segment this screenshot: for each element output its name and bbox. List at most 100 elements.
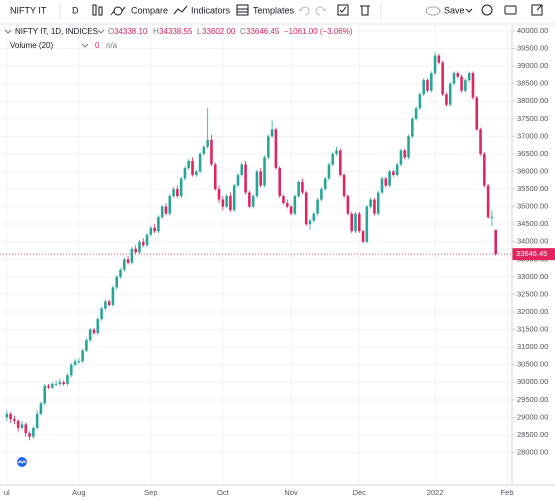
candle-body <box>134 248 137 253</box>
legend: NIFTY IT, 1D, INDICES O 34338.10 H 34338… <box>4 27 353 50</box>
change: −1061.00 (−3.06%) <box>284 27 353 36</box>
indicators-icon[interactable] <box>173 5 188 15</box>
candle-body <box>232 185 236 211</box>
candle-body <box>312 213 316 221</box>
volume-menu[interactable] <box>81 43 89 48</box>
candles <box>0 52 512 441</box>
candle-body <box>141 241 145 246</box>
candle-body <box>85 340 88 351</box>
title-menu[interactable] <box>97 29 105 34</box>
candle-body <box>202 146 206 154</box>
candle-body <box>66 375 69 385</box>
y-tick-label: 35000.00 <box>517 202 548 211</box>
last-price-label: 33646.45 <box>516 249 547 258</box>
candle-body <box>460 76 463 91</box>
candle-body <box>24 424 28 434</box>
x-tick-label: 2022 <box>427 488 444 497</box>
compare-icon[interactable] <box>110 6 126 16</box>
candle-body <box>217 189 221 200</box>
x-tick-label: Oct <box>217 488 230 497</box>
compare[interactable]: Compare <box>131 5 168 15</box>
save[interactable]: Save <box>444 5 465 15</box>
candle-body <box>486 185 490 218</box>
candle-body <box>475 97 479 130</box>
candle-body <box>138 241 141 253</box>
candle-body <box>73 361 77 365</box>
candle-body <box>183 167 187 179</box>
candle-body <box>191 160 194 175</box>
y-tick-label: 31000.00 <box>517 342 548 351</box>
collapse-arrow[interactable] <box>4 29 12 34</box>
cloud-icon[interactable] <box>425 6 441 16</box>
save-menu[interactable] <box>465 8 473 13</box>
indicators[interactable]: Indicators <box>191 5 231 15</box>
candle-icon[interactable] <box>92 4 103 16</box>
y-tick-label: 32500.00 <box>517 289 548 298</box>
y-tick-label: 36000.00 <box>517 166 548 175</box>
candle-body <box>255 171 259 197</box>
symbol[interactable]: NIFTY IT <box>10 5 47 15</box>
candle-body <box>236 174 240 186</box>
candle-body <box>107 301 111 305</box>
templates[interactable]: Templates <box>253 5 295 15</box>
y-tick-label: 30500.00 <box>517 360 548 369</box>
candle-body <box>77 361 81 363</box>
candle-body <box>369 199 372 207</box>
candle-body <box>206 139 209 147</box>
interval[interactable]: D <box>72 5 79 15</box>
undo[interactable] <box>298 6 310 16</box>
snapshot-icon[interactable] <box>504 5 517 15</box>
candle-body <box>380 178 384 193</box>
candle-body <box>373 199 376 214</box>
candle-body <box>384 178 388 186</box>
candle-body <box>149 227 153 235</box>
candle-body <box>187 160 191 168</box>
candle-body <box>160 206 164 218</box>
candle-body <box>179 178 183 197</box>
candle-body <box>130 248 134 263</box>
candle-body <box>289 206 293 214</box>
candle-body <box>323 178 327 190</box>
candle-body <box>301 182 304 193</box>
candle-body <box>244 164 247 193</box>
y-tick-label: 40000.00 <box>517 26 548 35</box>
y-tick-label: 37000.00 <box>517 131 548 140</box>
checkbox-icon[interactable] <box>337 4 349 16</box>
candle-body <box>267 136 270 158</box>
candle-body <box>320 189 323 200</box>
candle-body <box>316 199 319 214</box>
candle-body <box>357 213 361 232</box>
close-label: C <box>240 27 246 36</box>
trash-icon[interactable] <box>360 5 370 16</box>
grid <box>0 25 512 485</box>
redo[interactable] <box>315 6 327 16</box>
candle-body <box>62 382 65 385</box>
candle-body <box>259 171 263 186</box>
candle-body <box>81 350 84 362</box>
candle-body <box>346 196 350 214</box>
y-tick-label: 35500.00 <box>517 184 548 193</box>
candle-body <box>350 213 353 232</box>
settings-icon[interactable] <box>481 4 493 16</box>
candle-body <box>100 308 103 320</box>
candle-body <box>464 80 467 91</box>
flag-icon[interactable] <box>17 457 27 467</box>
candle-body <box>285 203 289 207</box>
candle-body <box>69 364 73 376</box>
fullscreen-icon[interactable] <box>531 4 543 16</box>
close-value: 33646.45 <box>246 27 280 36</box>
checkbox-tick <box>339 6 347 13</box>
candle-body <box>47 385 50 388</box>
candle-body <box>297 182 300 197</box>
candle-body <box>339 150 342 175</box>
y-tick-label: 28500.00 <box>517 430 548 439</box>
candle-body <box>5 413 9 418</box>
x-tick-label: Nov <box>284 488 298 497</box>
candle-body <box>198 153 202 172</box>
templates-icon[interactable] <box>236 4 249 16</box>
candle-body <box>210 139 213 165</box>
volume-value: 0 <box>95 41 100 50</box>
candle-body <box>429 73 433 91</box>
low-label: L <box>197 27 202 36</box>
